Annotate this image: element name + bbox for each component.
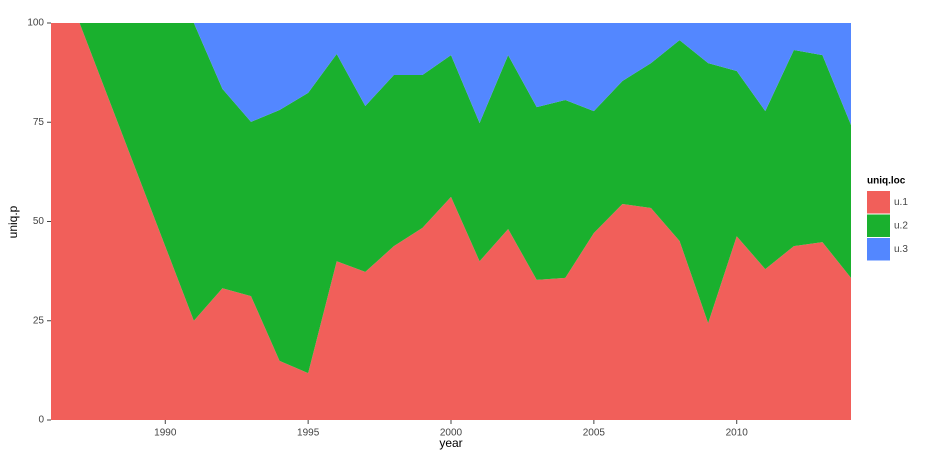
area: [51, 23, 851, 374]
legend-label: u.2: [894, 221, 908, 232]
y-tick-label: 50: [33, 216, 45, 227]
area: [51, 23, 851, 420]
y-tick-label: 0: [38, 415, 44, 426]
x-tick-label: 2010: [726, 428, 749, 439]
y-tick-label: 100: [27, 18, 44, 29]
y-tick-label: 75: [33, 117, 45, 128]
legend-key: [867, 238, 890, 261]
x-tick-label: 1995: [297, 428, 320, 439]
legend-label: u.1: [894, 197, 908, 208]
x-tick-label: 2005: [583, 428, 606, 439]
legend-title: uniq.loc: [867, 176, 906, 187]
x-tick-label: 1990: [154, 428, 177, 439]
legend-key: [867, 214, 890, 237]
y-axis-title: uniq.p: [6, 205, 20, 238]
legend-key: [867, 191, 890, 214]
x-tick-label: 2000: [440, 428, 463, 439]
legend-label: u.3: [894, 244, 908, 255]
area: [51, 23, 851, 126]
x-axis-title: year: [439, 436, 462, 450]
y-tick-label: 25: [33, 315, 45, 326]
